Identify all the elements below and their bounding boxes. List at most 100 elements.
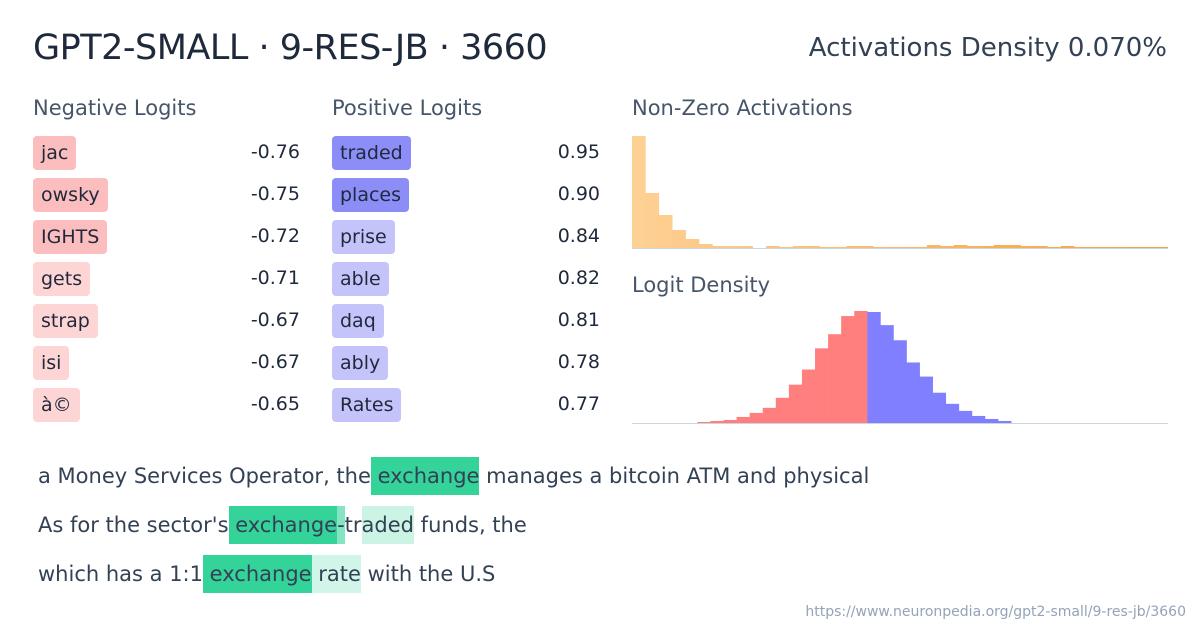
histogram-bar — [971, 415, 986, 423]
histogram-bar — [1114, 247, 1129, 248]
histogram-bar — [859, 246, 874, 248]
non-zero-activations-histogram — [632, 136, 1168, 249]
histogram-bar — [801, 369, 816, 423]
logit-value: -0.67 — [250, 351, 300, 373]
histogram-bar — [926, 245, 941, 248]
logit-value: -0.71 — [250, 267, 300, 289]
logit-value: 0.95 — [557, 141, 600, 163]
logit-value: 0.78 — [557, 351, 600, 373]
token: manages a bitcoin ATM and physical — [479, 464, 870, 488]
activation-example[interactable]: As for the sector's exchange-traded fund… — [38, 506, 527, 544]
negative-logits-heading: Negative Logits — [33, 96, 197, 120]
histogram-bar — [958, 410, 973, 423]
logit-value: -0.67 — [250, 309, 300, 331]
logit-value: -0.72 — [250, 225, 300, 247]
histogram-bar — [779, 247, 794, 248]
negative-logit-row: strap -0.67 — [0, 304, 620, 338]
logit-token: able — [332, 262, 389, 296]
histogram-bar — [828, 334, 842, 423]
activated-token: - — [337, 506, 345, 544]
token: which has a 1:1 — [38, 562, 203, 586]
histogram-bar — [1047, 247, 1062, 248]
activation-example[interactable]: which has a 1:1 exchange rate with the U… — [38, 555, 495, 593]
histogram-bar — [819, 247, 834, 248]
histogram-bar — [1060, 246, 1075, 248]
histogram-bar — [919, 376, 933, 423]
logit-value: 0.81 — [557, 309, 600, 331]
activations-chart-title: Non-Zero Activations — [632, 96, 853, 120]
activation-density: Activations Density 0.070% — [808, 33, 1167, 63]
histogram-bar — [854, 311, 868, 423]
negative-logit-row: gets -0.71 — [0, 262, 620, 296]
negative-logit-row: à© -0.65 — [0, 388, 620, 422]
logit-value: 0.77 — [557, 393, 600, 415]
histogram-bar — [913, 247, 928, 248]
positive-logit-row: traded 0.95 — [0, 136, 620, 170]
histogram-bar — [980, 246, 995, 248]
activated-token: exchange — [228, 506, 338, 544]
token: funds, the — [414, 513, 527, 537]
histogram-bar — [1154, 247, 1168, 248]
histogram-bar — [1101, 247, 1115, 248]
activation-example[interactable]: a Money Services Operator, the exchange … — [38, 457, 869, 495]
logit-token: prise — [332, 220, 395, 254]
logit-value: -0.75 — [250, 183, 300, 205]
histogram-bar — [886, 247, 901, 248]
histogram-bar — [953, 245, 968, 248]
histogram-bar — [846, 246, 861, 248]
negative-logit-row: IGHTS -0.72 — [0, 220, 620, 254]
histogram-bar — [815, 348, 829, 423]
logit-token: jac — [33, 136, 77, 170]
histogram-bar — [632, 136, 646, 248]
histogram-bar — [841, 316, 855, 423]
logit-token: ably — [332, 346, 389, 380]
positive-logit-row: prise 0.84 — [0, 220, 620, 254]
histogram-bar — [806, 246, 820, 248]
negative-logit-row: isi -0.67 — [0, 346, 620, 380]
histogram-bar — [833, 247, 847, 248]
positive-logit-row: ably 0.78 — [0, 346, 620, 380]
histogram-bar — [998, 420, 1012, 423]
token: tr — [344, 513, 362, 537]
histogram-bar — [1007, 245, 1021, 248]
histogram-bar — [1034, 246, 1048, 248]
histogram-bar — [775, 397, 790, 423]
footer-url[interactable]: https://www.neuronpedia.org/gpt2-small/9… — [805, 604, 1186, 620]
histogram-bar — [867, 312, 881, 423]
histogram-bar — [1087, 247, 1102, 248]
activated-token: rate — [311, 555, 361, 593]
histogram-bar — [993, 245, 1008, 248]
histogram-bar — [940, 246, 954, 248]
page-title: GPT2-SMALL · 9-RES-JB · 3660 — [33, 28, 548, 68]
logit-token: IGHTS — [33, 220, 108, 254]
logit-density-title: Logit Density — [632, 273, 771, 297]
histogram-bar — [893, 340, 907, 423]
histogram-bar — [788, 384, 803, 423]
logit-token: daq — [332, 304, 384, 338]
logit-token: isi — [33, 346, 70, 380]
histogram-bar — [658, 215, 673, 248]
histogram-bar — [873, 247, 887, 248]
histogram-bar — [725, 246, 740, 248]
logit-value: -0.65 — [250, 393, 300, 415]
logit-token: gets — [33, 262, 91, 296]
histogram-bar — [1020, 246, 1035, 248]
histogram-bar — [906, 362, 920, 423]
histogram-bar — [736, 416, 750, 423]
token: As for the sector's — [38, 513, 229, 537]
negative-logit-row: jac -0.76 — [0, 136, 620, 170]
histogram-bar — [1127, 247, 1142, 248]
histogram-bar — [672, 230, 686, 248]
logit-token: Rates — [332, 388, 402, 422]
positive-logit-row: Rates 0.77 — [0, 388, 620, 422]
logit-value: 0.84 — [557, 225, 600, 247]
positive-logit-row: daq 0.81 — [0, 304, 620, 338]
token: a Money Services Operator, the — [38, 464, 371, 488]
positive-logit-row: able 0.82 — [0, 262, 620, 296]
token: with the U.S — [360, 562, 496, 586]
histogram-bar — [697, 421, 711, 423]
logit-token: owsky — [33, 178, 108, 212]
histogram-bar — [710, 420, 724, 423]
negative-logit-row: owsky -0.75 — [0, 178, 620, 212]
activated-token: exchange — [203, 555, 312, 593]
